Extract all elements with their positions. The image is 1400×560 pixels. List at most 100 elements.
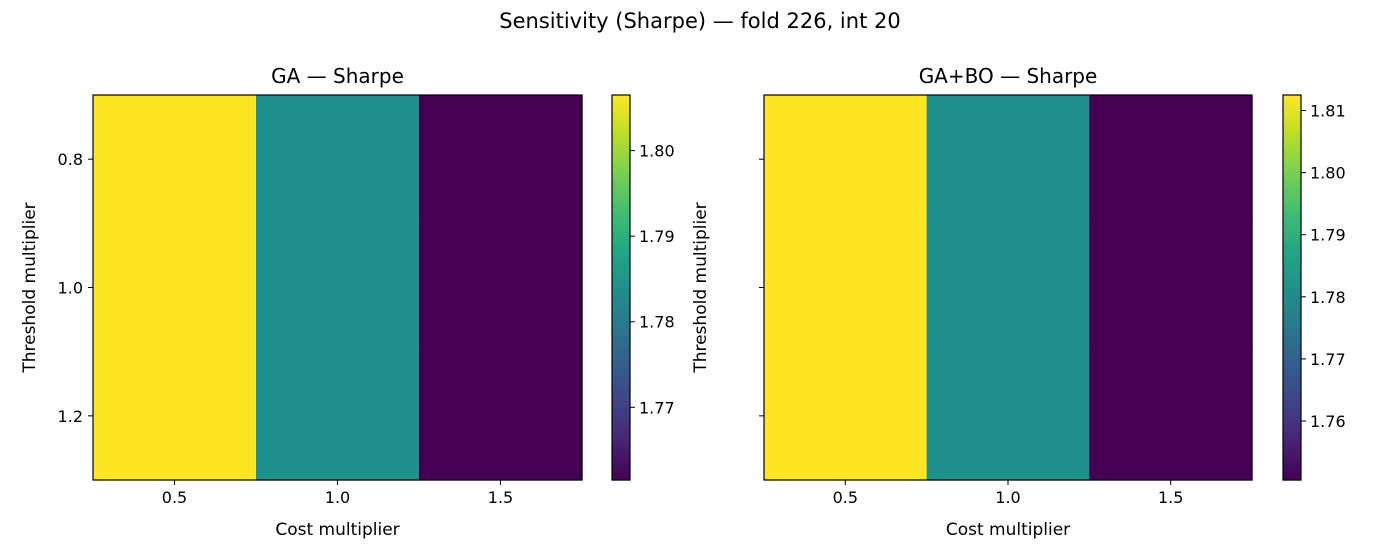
colorbar-segment (612, 319, 630, 325)
colorbar-tick-label: 1.78 (1310, 288, 1346, 307)
colorbar-segment (612, 391, 630, 397)
colorbar-segment (612, 107, 630, 112)
colorbar-segment (1283, 435, 1301, 441)
colorbar-segment (612, 435, 630, 441)
colorbar-segment (612, 243, 630, 248)
heatmap-panel-2: GA+BO — Sharpe 0.5 1.0 1.5 Cost multiplier Th… (691, 64, 1346, 540)
colorbar-segment (612, 291, 630, 297)
colorbar-tick-label: 1.81 (1310, 102, 1346, 121)
colorbar-segment (612, 123, 630, 128)
x-axis-label: Cost multiplier (946, 520, 1070, 540)
colorbar-segment (612, 475, 630, 481)
colorbar-segment (1283, 219, 1301, 224)
colorbar-tick-label: 1.80 (639, 142, 675, 161)
colorbar-tick-label: 1.80 (1310, 164, 1346, 183)
colorbar-segment (612, 355, 630, 361)
colorbar-segment (612, 323, 630, 329)
colorbar-segment (1283, 287, 1301, 293)
colorbar-segment (1283, 359, 1301, 365)
colorbar-segment (612, 127, 630, 132)
colorbar-segment (612, 179, 630, 184)
colorbar-segment (612, 207, 630, 212)
colorbar-segment (1283, 311, 1301, 317)
colorbar-segment (1283, 463, 1301, 469)
colorbar-segment (612, 415, 630, 421)
colorbar-segment (1283, 415, 1301, 421)
colorbar-segment (612, 359, 630, 365)
colorbar-segment (1283, 443, 1301, 449)
colorbar-segment (1283, 275, 1301, 281)
colorbar-tick-label: 1.77 (639, 398, 675, 417)
colorbar-segment (612, 255, 630, 261)
colorbar-segment (1283, 427, 1301, 433)
colorbar-segment (612, 399, 630, 405)
colorbar-segment (612, 119, 630, 124)
colorbar-segment (612, 115, 630, 120)
colorbar-segment (612, 231, 630, 236)
colorbar-segment (1283, 407, 1301, 413)
colorbar-segment (1283, 147, 1301, 152)
colorbar-segment (1283, 271, 1301, 277)
colorbar-segment (1283, 103, 1301, 108)
colorbar-segment (612, 195, 630, 200)
colorbar-segment (612, 203, 630, 208)
colorbar-tick-label: 1.79 (639, 227, 675, 246)
colorbar-segment (1283, 295, 1301, 301)
colorbar-segment (1283, 135, 1301, 140)
colorbar-segment (612, 251, 630, 257)
colorbar-segment (612, 339, 630, 345)
colorbar-segment (612, 239, 630, 244)
colorbar-segment (612, 431, 630, 437)
colorbar-segment (1283, 175, 1301, 180)
colorbar-segment (1283, 423, 1301, 429)
colorbar-segment (1283, 99, 1301, 104)
colorbar-segment (1283, 171, 1301, 176)
colorbar-segment (612, 219, 630, 224)
colorbar-segment (1283, 379, 1301, 385)
colorbar-segment (1283, 371, 1301, 377)
colorbar-segment (1283, 155, 1301, 160)
colorbar-segment (612, 411, 630, 417)
colorbar-segment (612, 379, 630, 385)
colorbar-segment (1283, 195, 1301, 200)
colorbar-segment (1283, 459, 1301, 465)
colorbar-segment (1283, 163, 1301, 168)
colorbar-segment (612, 271, 630, 277)
colorbar-segment (1283, 131, 1301, 136)
colorbar-segment (1283, 167, 1301, 172)
heatmap-cell (764, 351, 928, 481)
colorbar-segment (612, 351, 630, 357)
colorbar-segment (612, 463, 630, 469)
colorbar-segment (1283, 331, 1301, 337)
colorbar-segment (1283, 95, 1301, 100)
colorbar-segment (612, 419, 630, 425)
colorbar-segment (1283, 447, 1301, 453)
colorbar-segment (1283, 327, 1301, 333)
colorbar-segment (612, 307, 630, 313)
x-tick-label: 1.5 (1158, 488, 1183, 507)
colorbar-segment (612, 147, 630, 152)
colorbar-segment (612, 423, 630, 429)
colorbar-segment (612, 99, 630, 104)
colorbar-segment (1283, 455, 1301, 461)
colorbar-segment (1283, 203, 1301, 208)
colorbar-segment (612, 335, 630, 341)
colorbar-segment (1283, 223, 1301, 228)
colorbar-segment (612, 395, 630, 401)
colorbar-segment (612, 331, 630, 337)
colorbar-segment (1283, 475, 1301, 481)
colorbar-segment (1283, 323, 1301, 329)
colorbar-segment (1283, 419, 1301, 425)
colorbar-segment (612, 211, 630, 216)
colorbar-segment (1283, 319, 1301, 325)
heatmap-cell (1089, 351, 1253, 481)
colorbar-segment (612, 363, 630, 369)
colorbar-segment (1283, 159, 1301, 164)
figure-suptitle: Sensitivity (Sharpe) — fold 226, int 20 (499, 9, 900, 33)
colorbar-segment (1283, 299, 1301, 305)
y-tick-label: 0.8 (58, 150, 83, 169)
colorbar-segment (1283, 335, 1301, 341)
colorbar-segment (1283, 259, 1301, 265)
colorbar-segment (612, 327, 630, 333)
colorbar-segment (612, 299, 630, 305)
